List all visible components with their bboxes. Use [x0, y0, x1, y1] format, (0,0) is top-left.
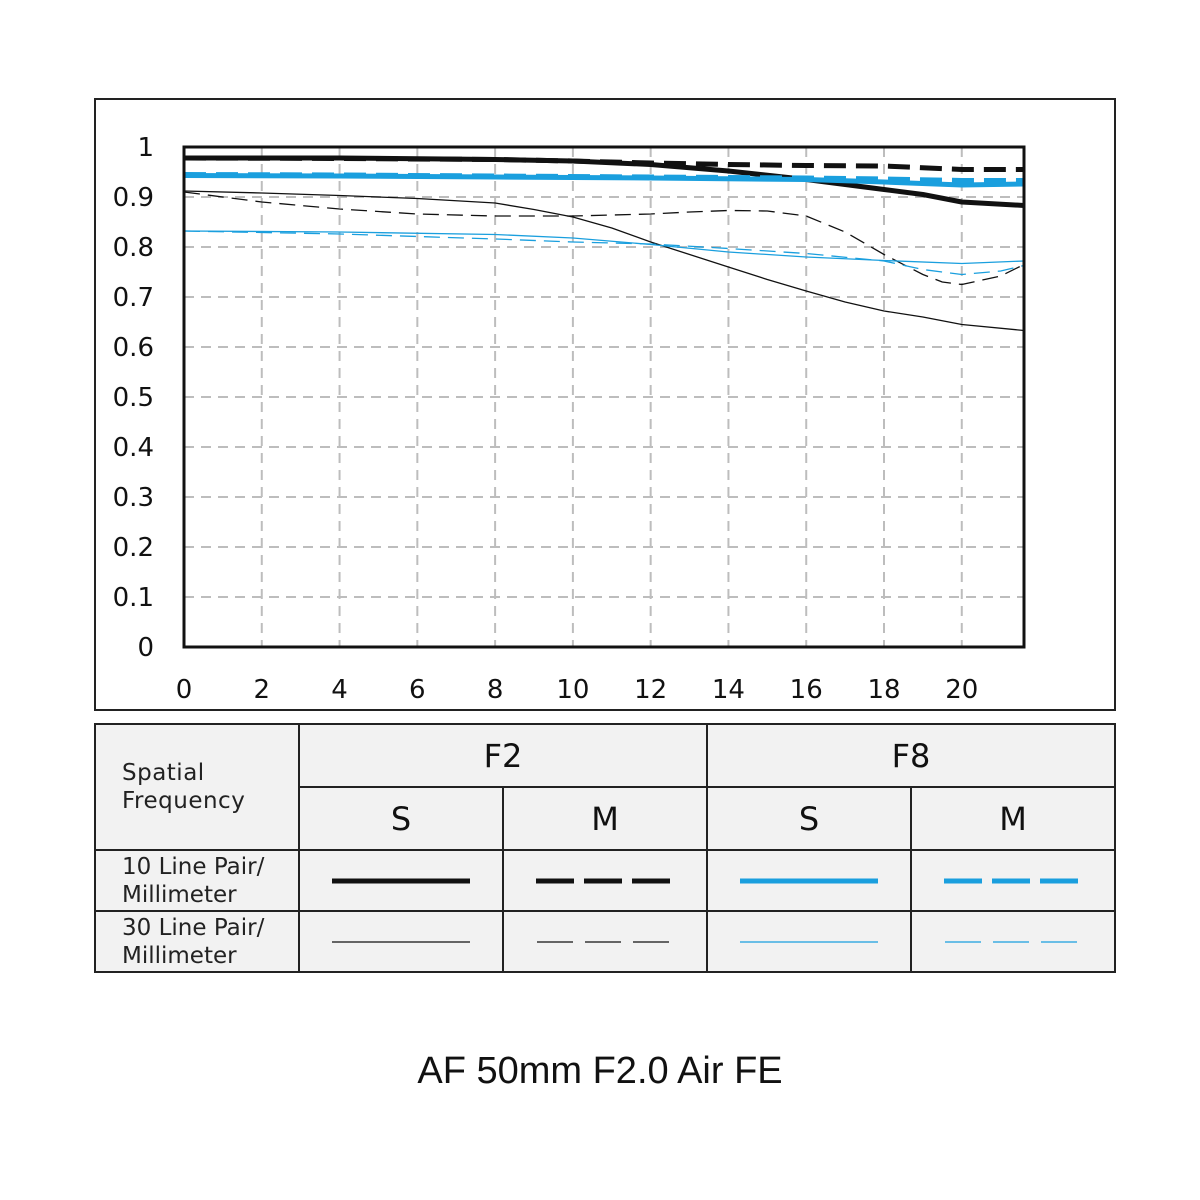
- y-tick-label: 0.8: [113, 233, 154, 263]
- series-lines: [183, 155, 1025, 332]
- y-tick-label: 0.1: [113, 583, 154, 613]
- lens-model-title: AF 50mm F2.0 Air FE: [417, 1050, 783, 1092]
- y-tick-labels: 0 0.1 0.2 0.3 0.4 0.5 0.6 0.7 0.8 0.9 1: [113, 133, 154, 663]
- legend-f2-s-10: [298, 849, 504, 912]
- y-tick-label: 0.6: [113, 333, 154, 363]
- legend-f8-s-30: [706, 910, 913, 973]
- plot-border: [182, 145, 1026, 649]
- frequency-label: Frequency: [122, 788, 246, 814]
- legend-swatch-f8-m-10: [944, 878, 1083, 883]
- row-30-line2: Millimeter: [122, 942, 237, 969]
- f8-header: F8: [706, 723, 1117, 788]
- f8-meridional-header: M: [910, 786, 1117, 851]
- x-tick-label: 14: [712, 675, 745, 705]
- legend-swatch-f2-s-10: [332, 878, 470, 883]
- legend-swatch-f2-m-10: [536, 878, 674, 883]
- plot-area-border: [182, 145, 1026, 649]
- series-line-8: [183, 230, 1025, 276]
- legend-swatch-f2-s-30: [332, 940, 470, 943]
- x-tick-label: 6: [409, 675, 426, 705]
- x-tick-label: 18: [867, 675, 900, 705]
- x-tick-label: 20: [945, 675, 978, 705]
- x-tick-labels: 0 2 4 6 8 10 12 14 16 18 20: [176, 675, 979, 705]
- series-line-5: [183, 190, 1025, 332]
- y-tick-label: 1: [137, 133, 154, 163]
- legend-f8-s-10: [706, 849, 913, 912]
- f8-sagittal-header: S: [706, 786, 913, 851]
- x-tick-label: 12: [634, 675, 667, 705]
- series-line-2: [183, 155, 1024, 172]
- x-tick-label: 2: [254, 675, 271, 705]
- mtf-chart: 0 2 4 6 8 10 12 14 16 18 20 0 0.1 0.2 0.3 0.4 0.5 0.6 0.7…: [94, 98, 1116, 711]
- y-tick-label: 0.9: [113, 183, 154, 213]
- row-10-line1: 10 Line Pair/: [122, 853, 265, 880]
- legend-swatch-f8-s-30: [740, 940, 879, 943]
- f2-sagittal-header: S: [298, 786, 504, 851]
- legend-f2-m-10: [501, 849, 709, 912]
- spatial-frequency-label: Spatial Frequency: [94, 723, 300, 851]
- legend-f2-m-30: [501, 910, 709, 973]
- grid-lines: [184, 147, 1024, 647]
- x-tick-label: 10: [556, 675, 589, 705]
- legend-f2-s-30: [298, 910, 504, 973]
- legend-f8-m-30: [910, 910, 1117, 973]
- legend-swatch-f8-s-10: [740, 878, 879, 883]
- x-tick-label: 8: [487, 675, 504, 705]
- row-10-line2: Millimeter: [122, 881, 237, 908]
- y-tick-label: 0.2: [113, 533, 154, 563]
- row-10-label: 10 Line Pair/ Millimeter: [94, 849, 300, 912]
- y-tick-label: 0.3: [113, 483, 154, 513]
- y-tick-label: 0.7: [113, 283, 154, 313]
- f2-header: F2: [297, 723, 709, 788]
- x-tick-label: 0: [176, 675, 193, 705]
- row-30-line1: 30 Line Pair/: [122, 914, 265, 941]
- legend-f8-m-10: [910, 849, 1117, 912]
- y-tick-label: 0.4: [113, 433, 154, 463]
- series-line-7: [183, 230, 1025, 265]
- y-tick-label: 0.5: [113, 383, 154, 413]
- legend-swatch-f8-m-30: [945, 940, 1082, 943]
- y-tick-label: 0: [137, 633, 154, 663]
- f2-meridional-header: M: [501, 786, 709, 851]
- series-line-6: [183, 191, 1025, 286]
- x-tick-label: 16: [790, 675, 823, 705]
- mtf-chart-svg: 0 2 4 6 8 10 12 14 16 18 20 0 0.1 0.2 0.3 0.4 0.5 0.6 0.7…: [113, 133, 1026, 705]
- x-tick-label: 4: [331, 675, 348, 705]
- legend-table: Spatial Frequency F2 F8 S M S M 10 Line …: [94, 723, 1117, 973]
- spatial-label: Spatial: [122, 760, 205, 786]
- legend-swatch-f2-m-30: [537, 940, 673, 943]
- series-line-4: [183, 172, 1024, 183]
- row-30-label: 30 Line Pair/ Millimeter: [94, 910, 300, 973]
